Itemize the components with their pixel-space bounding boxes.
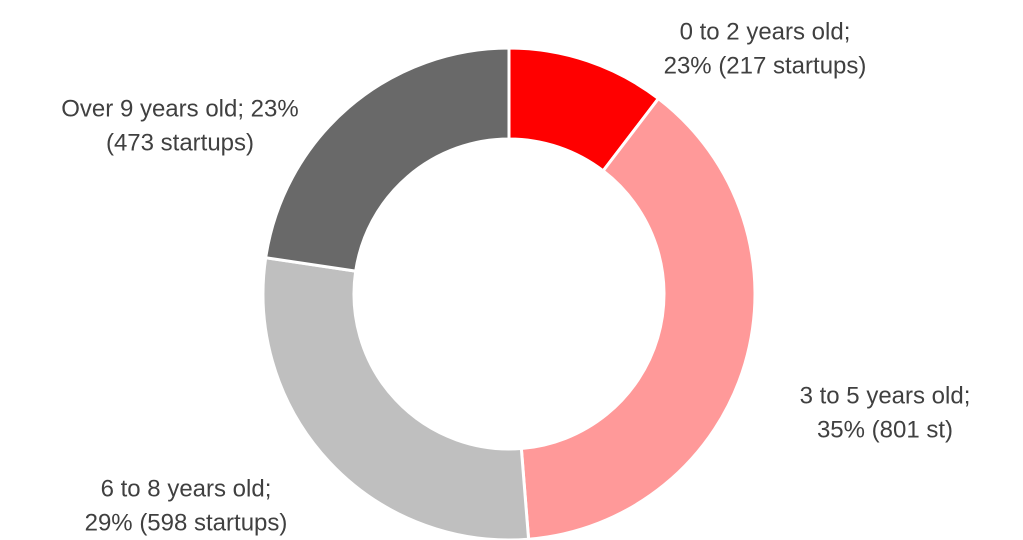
slice bbox=[519, 96, 757, 540]
slice-label: 35% (801 st) bbox=[817, 416, 953, 443]
slice-label: 3 to 5 years old; bbox=[800, 382, 971, 409]
slice-label: Over 9 years old; 23% bbox=[61, 95, 298, 122]
slice-label: (473 startups) bbox=[106, 129, 254, 156]
slice-label: 6 to 8 years old; bbox=[101, 475, 272, 502]
slice-label: 23% (217 startups) bbox=[664, 52, 867, 79]
slice bbox=[263, 46, 511, 273]
slice-label: 0 to 2 years old; bbox=[680, 18, 851, 45]
slice bbox=[261, 255, 531, 540]
slice-label: 29% (598 startups) bbox=[85, 509, 288, 536]
